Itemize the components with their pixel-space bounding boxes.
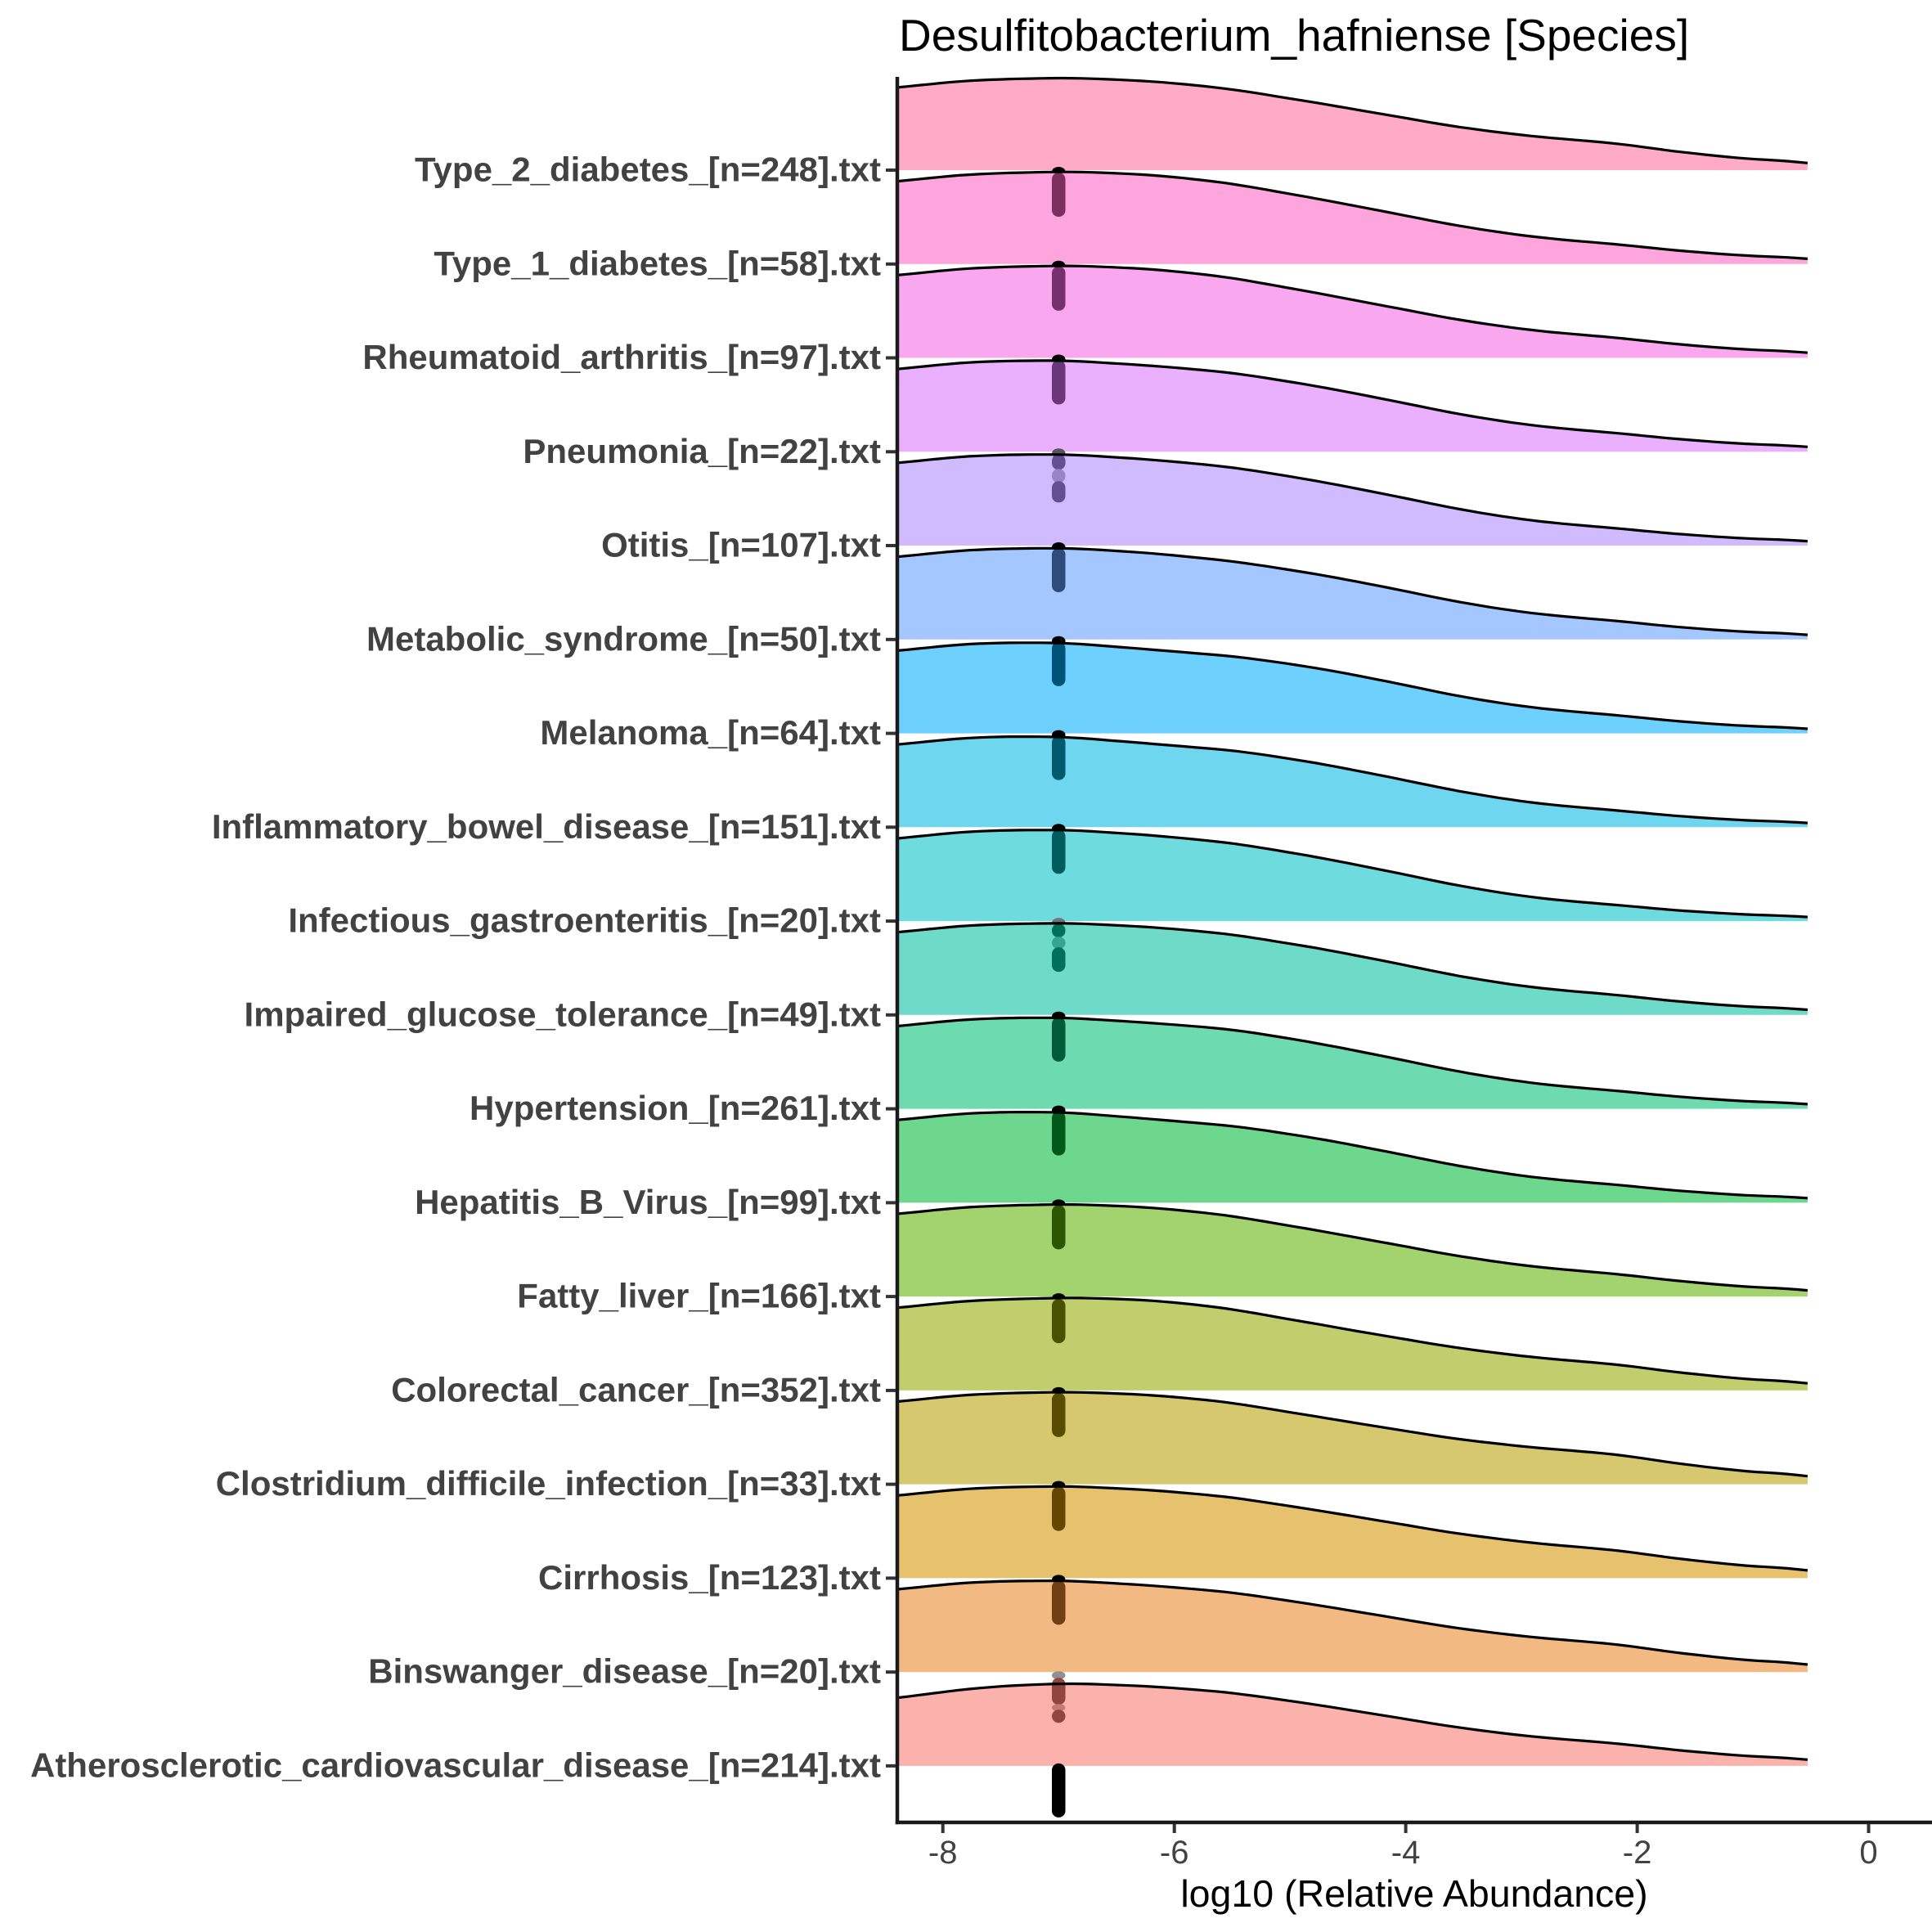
svg-text:Otitis_[n=107].txt: Otitis_[n=107].txt bbox=[601, 526, 881, 564]
svg-text:Type_1_diabetes_[n=58].txt: Type_1_diabetes_[n=58].txt bbox=[434, 244, 881, 282]
svg-text:-8: -8 bbox=[928, 1835, 958, 1871]
svg-text:-2: -2 bbox=[1623, 1835, 1652, 1871]
svg-text:Clostridium_difficile_infectio: Clostridium_difficile_infection_[n=33].t… bbox=[216, 1464, 881, 1503]
svg-text:Melanoma_[n=64].txt: Melanoma_[n=64].txt bbox=[540, 713, 881, 752]
svg-text:Cirrhosis_[n=123].txt: Cirrhosis_[n=123].txt bbox=[538, 1558, 881, 1597]
svg-text:Rheumatoid_arthritis_[n=97].tx: Rheumatoid_arthritis_[n=97].txt bbox=[362, 338, 881, 376]
svg-text:Pneumonia_[n=22].txt: Pneumonia_[n=22].txt bbox=[523, 432, 881, 470]
svg-text:-6: -6 bbox=[1160, 1835, 1189, 1871]
svg-text:Impaired_glucose_tolerance_[n=: Impaired_glucose_tolerance_[n=49].txt bbox=[245, 995, 881, 1033]
svg-text:Fatty_liver_[n=166].txt: Fatty_liver_[n=166].txt bbox=[517, 1277, 881, 1315]
svg-text:log10 (Relative Abundance): log10 (Relative Abundance) bbox=[1180, 1872, 1647, 1915]
svg-text:Metabolic_syndrome_[n=50].txt: Metabolic_syndrome_[n=50].txt bbox=[366, 619, 881, 658]
svg-text:Atherosclerotic_cardiovascular: Atherosclerotic_cardiovascular_disease_[… bbox=[30, 1746, 881, 1784]
svg-text:-4: -4 bbox=[1391, 1835, 1421, 1871]
svg-text:Hepatitis_B_Virus_[n=99].txt: Hepatitis_B_Virus_[n=99].txt bbox=[415, 1183, 881, 1221]
svg-text:Inflammatory_bowel_disease_[n=: Inflammatory_bowel_disease_[n=151].txt bbox=[212, 807, 881, 846]
svg-text:Binswanger_disease_[n=20].txt: Binswanger_disease_[n=20].txt bbox=[368, 1652, 881, 1691]
svg-text:0: 0 bbox=[1859, 1835, 1877, 1871]
svg-text:Infectious_gastroenteritis_[n=: Infectious_gastroenteritis_[n=20].txt bbox=[288, 901, 881, 940]
svg-text:Desulfitobacterium_hafniense [: Desulfitobacterium_hafniense [Species] bbox=[899, 10, 1689, 61]
svg-text:Type_2_diabetes_[n=248].txt: Type_2_diabetes_[n=248].txt bbox=[415, 151, 881, 189]
svg-text:Colorectal_cancer_[n=352].txt: Colorectal_cancer_[n=352].txt bbox=[391, 1370, 881, 1409]
svg-text:Hypertension_[n=261].txt: Hypertension_[n=261].txt bbox=[470, 1089, 881, 1127]
